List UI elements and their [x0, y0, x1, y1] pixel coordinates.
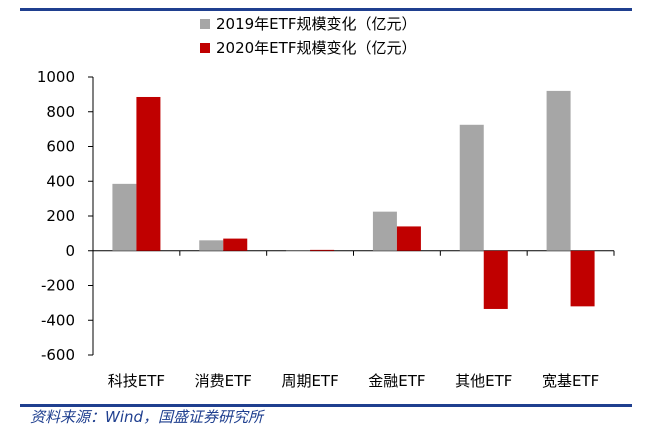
bar	[546, 90, 571, 251]
bar	[286, 250, 311, 252]
bar	[310, 249, 335, 251]
y-tick-label: -600	[41, 346, 75, 364]
x-tick-label: 金融ETF	[368, 372, 425, 390]
x-tick-label: 其他ETF	[455, 372, 512, 390]
x-tick-label: 消费ETF	[195, 372, 252, 390]
y-tick-label: 200	[46, 207, 75, 225]
bar	[199, 240, 224, 251]
bar	[223, 238, 248, 251]
top-rule	[20, 8, 632, 11]
legend-swatch	[200, 43, 210, 53]
legend-label: 2019年ETF规模变化（亿元）	[216, 15, 416, 33]
bars	[112, 90, 595, 309]
x-axis: 科技ETF 消费ETF 周期ETF 金融ETF 其他ETF 宽基ETF	[92, 250, 615, 390]
y-tick-label: 400	[46, 172, 75, 190]
x-tick-label: 科技ETF	[108, 372, 165, 390]
y-tick-label: 1000	[37, 68, 75, 86]
y-tick-label: 600	[46, 138, 75, 156]
y-tick-label: -400	[41, 311, 75, 329]
y-tick-label: 800	[46, 103, 75, 121]
bar	[136, 96, 161, 251]
legend-label: 2020年ETF规模变化（亿元）	[216, 39, 416, 57]
bar	[570, 250, 595, 307]
y-tick-label: -200	[41, 277, 75, 295]
source-note: 资料来源：Wind，国盛证券研究所	[30, 408, 264, 426]
y-tick-label: 0	[65, 242, 75, 260]
bar	[372, 211, 397, 251]
bar	[396, 226, 421, 251]
legend-swatch	[200, 19, 210, 29]
bar	[483, 250, 508, 309]
bottom-rule	[20, 404, 632, 407]
bar	[112, 183, 137, 251]
x-tick-label: 宽基ETF	[542, 372, 599, 390]
bar-chart: 2019年ETF规模变化（亿元） 2020年ETF规模变化（亿元） -600 -40…	[37, 15, 615, 390]
legend: 2019年ETF规模变化（亿元） 2020年ETF规模变化（亿元）	[200, 15, 416, 57]
x-tick-label: 周期ETF	[281, 372, 338, 390]
bar	[459, 124, 484, 251]
y-axis: -600 -400 -200 0 200 400 600 800 1000	[37, 68, 94, 364]
